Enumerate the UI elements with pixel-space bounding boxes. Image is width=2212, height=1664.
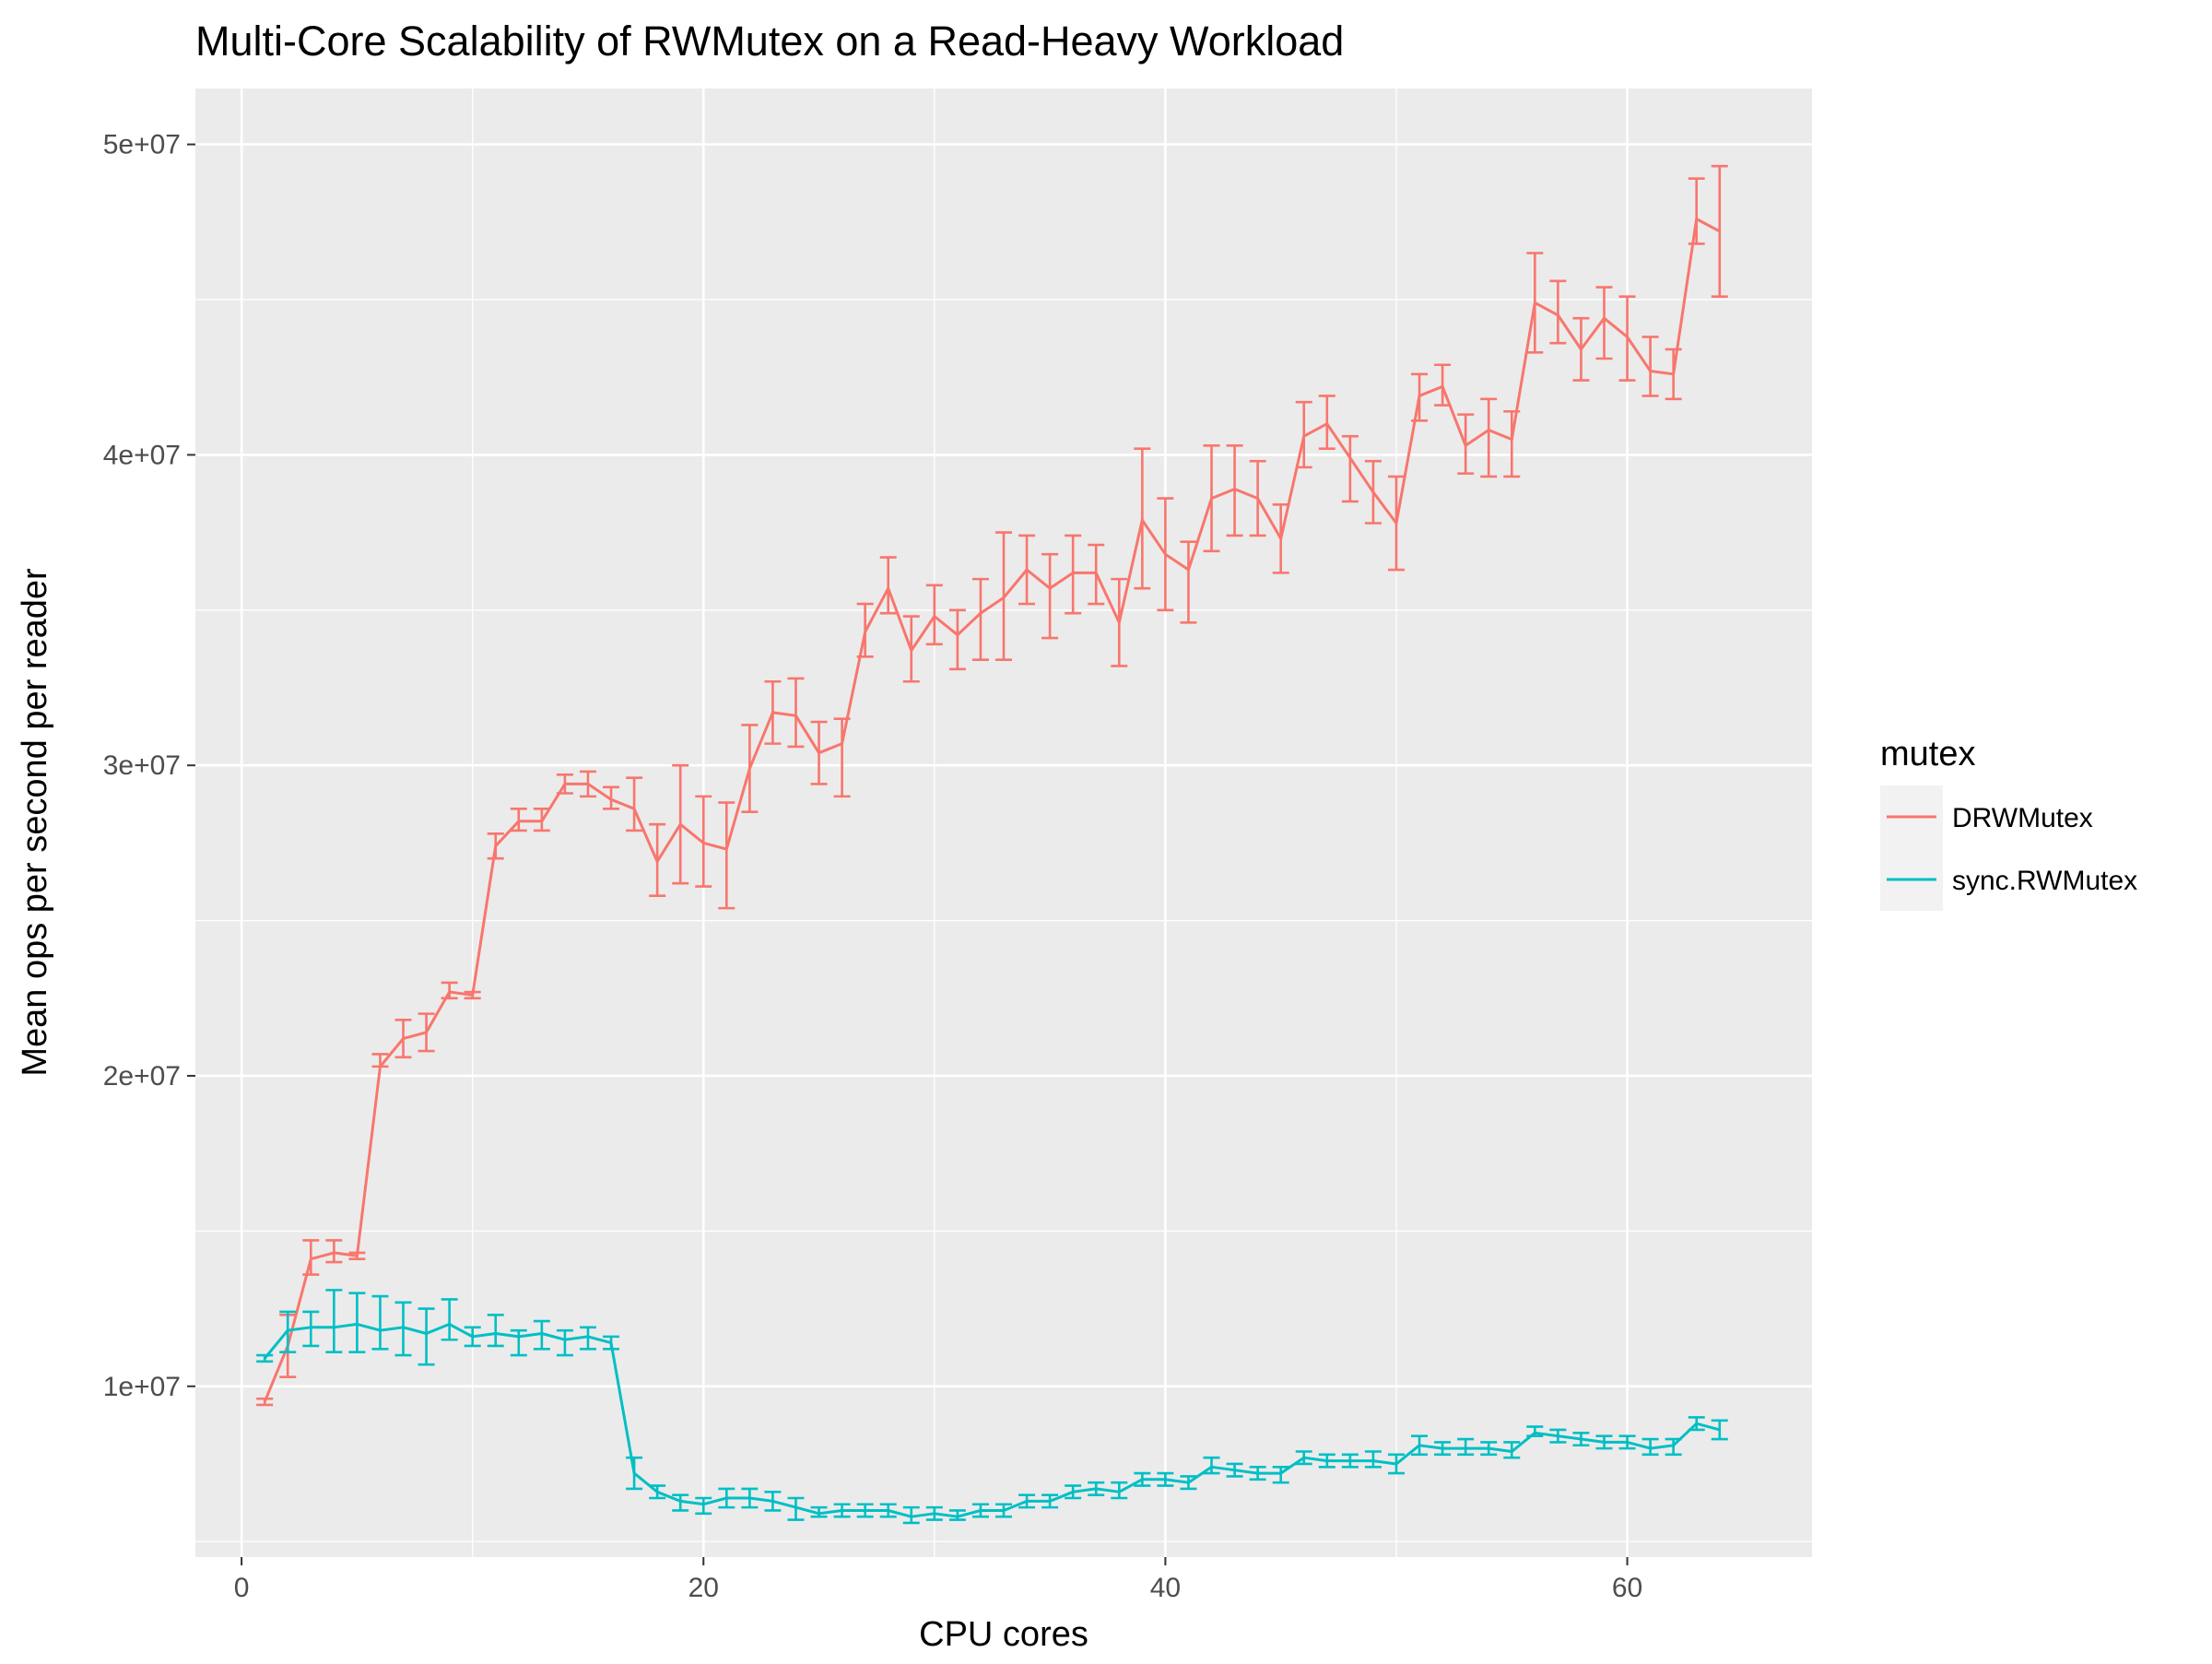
legend-item: sync.RWMutex [1880,848,2137,911]
series-drwmutex [256,164,1728,1407]
y-tick-label: 2e+07 [103,1061,181,1092]
legend-item-label: sync.RWMutex [1952,866,2137,896]
legend-item-label: DRWMutex [1952,803,2093,833]
series-layer [256,164,1728,1525]
series-line [264,1322,1721,1518]
x-tick-label: 0 [234,1573,250,1603]
x-tick-label: 20 [688,1573,719,1603]
series-sync-rwmutex [256,1289,1728,1525]
plot-panel [195,89,1812,1557]
x-axis-label: CPU cores [919,1615,1088,1654]
series-line [263,218,1721,1403]
y-axis-label: Mean ops per second per reader [16,568,54,1077]
y-tick-label: 4e+07 [103,440,181,470]
y-tick-label: 1e+07 [103,1372,181,1402]
legend-title: mutex [1880,735,1975,773]
y-tick-label: 3e+07 [103,750,181,781]
chart-title: Multi-Core Scalability of RWMutex on a R… [195,18,1344,65]
y-tick-label: 5e+07 [103,130,181,160]
legend: mutex DRWMutex sync.RWMutex [1880,735,2137,911]
axes: 0 20 40 60 1e+07 2e+07 3e+07 4e+07 5e+07 [103,130,1642,1603]
legend-items: DRWMutex sync.RWMutex [1880,785,2137,911]
x-tick-label: 40 [1150,1573,1181,1603]
legend-item: DRWMutex [1880,785,2093,848]
x-tick-label: 60 [1612,1573,1642,1603]
